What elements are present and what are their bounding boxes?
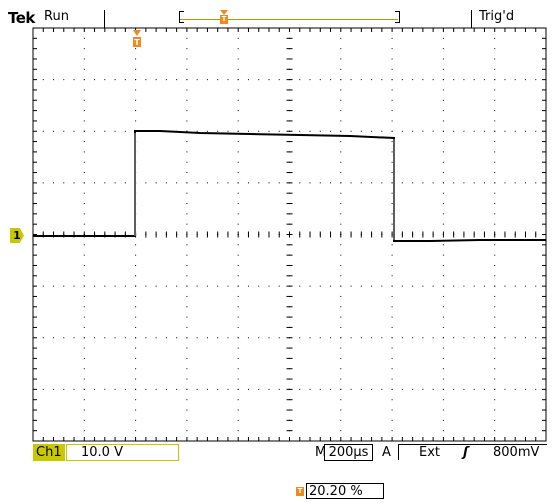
brand-logo: Tek <box>8 9 35 27</box>
trigger-marker-text: T <box>134 38 140 47</box>
status-divider-left <box>104 10 105 28</box>
scope-display: T <box>32 27 547 442</box>
trigger-position-readout: 20.20 % <box>306 483 384 499</box>
status-divider-right <box>471 10 472 28</box>
trigger-position-marker-icon: T <box>133 30 141 47</box>
record-view-bracket-left <box>179 11 184 23</box>
trigger-prefix: A <box>382 445 391 460</box>
trigger-slope-icon: ʃ <box>463 445 469 460</box>
record-view-bracket-right <box>395 11 400 23</box>
ch1-ground-marker: 1 <box>10 228 24 243</box>
trigger-status: Trig'd <box>479 9 515 24</box>
ch1-waveform <box>33 130 546 242</box>
trigger-position-icon: T <box>296 487 304 496</box>
ch1-scale-readout: 10.0 V <box>66 444 179 461</box>
ch1-label: Ch1 <box>33 444 65 461</box>
record-trigger-marker-icon: T <box>220 15 228 24</box>
trigger-level: 800mV <box>493 445 540 460</box>
record-view-bar <box>180 19 398 20</box>
trigger-source: Ext <box>419 445 441 460</box>
graticule-center-ticks <box>32 27 547 442</box>
run-status: Run <box>44 9 69 24</box>
trigger-readout: Ext ʃ 800mV <box>398 444 547 460</box>
timebase-prefix: M <box>315 445 327 460</box>
timebase-readout: 200µs <box>324 444 373 461</box>
record-trigger-pointer-icon <box>220 10 228 15</box>
